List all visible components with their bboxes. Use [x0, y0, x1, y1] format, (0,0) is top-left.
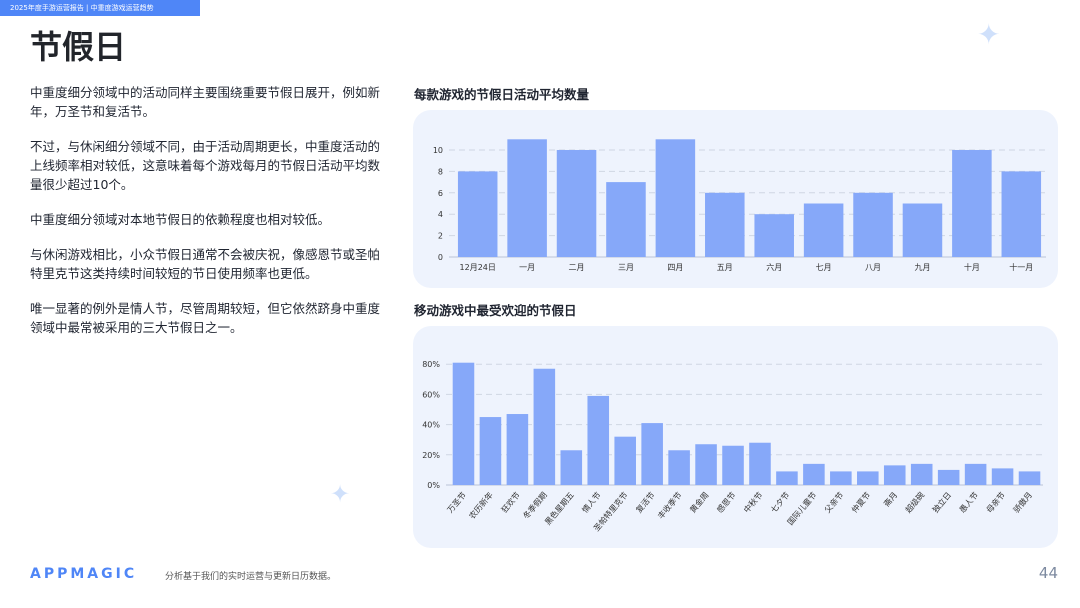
sparkle-icon: ✦: [977, 18, 1001, 51]
bar: [991, 468, 1014, 485]
x-tick-label: 父亲节: [822, 490, 845, 515]
x-tick-label: 骄傲月: [1011, 490, 1034, 515]
bar: [479, 417, 502, 485]
y-tick-label: 10: [433, 146, 443, 155]
bar: [803, 463, 825, 485]
x-tick-label: 感恩节: [714, 490, 737, 515]
x-tick-label: 母亲节: [984, 490, 1007, 515]
bar: [722, 445, 744, 485]
bar: [803, 203, 844, 257]
x-tick-label: 情人节: [580, 490, 603, 515]
bar: [883, 465, 906, 485]
bar: [776, 471, 798, 485]
paragraph: 中重度细分领域中的活动同样主要围绕重要节假日展开，例如新年，万圣节和复活节。: [30, 85, 381, 119]
bar: [754, 214, 794, 257]
monthly-events-chart: 0 2 4 6 8 10 12月24日 一月 二月 三月 四月 五月 六月 七月 八月 九月 十月 十一月: [433, 139, 1046, 272]
x-tick-label: 七月: [816, 263, 832, 272]
bar: [830, 471, 852, 485]
bar: [533, 368, 556, 485]
bar: [857, 471, 879, 485]
x-tick-label: 八月: [865, 263, 881, 272]
x-tick-label: 愚人节: [958, 491, 980, 515]
bar: [655, 139, 696, 257]
chart-title: 移动游戏中最受欢迎的节假日: [414, 303, 577, 318]
x-tick-label: 六月: [766, 262, 782, 272]
x-tick-label: 三月: [618, 263, 634, 272]
body-text: 中重度细分领域中的活动同样主要围绕重要节假日展开，例如新年，万圣节和复活节。 不…: [30, 83, 380, 353]
x-tick-label: 丰收季节: [655, 490, 683, 521]
bar: [1018, 471, 1041, 485]
bar: [506, 414, 529, 485]
paragraph: 中重度细分领域对本地节假日的依赖程度也相对较低。: [30, 212, 331, 227]
bar: [614, 436, 636, 485]
report-banner: 2025年度手游运营报告 | 中重度游戏运营趋势: [0, 0, 200, 16]
x-tick-label: 冬季假期: [521, 490, 549, 521]
x-tick-label: 独立日: [930, 490, 953, 515]
bar: [749, 442, 771, 485]
bar: [910, 463, 933, 485]
bar: [705, 192, 745, 257]
x-tick-label: 五月: [717, 263, 733, 272]
bar: [560, 450, 583, 485]
y-tick-label: 60%: [422, 390, 440, 399]
chart-card-monthly: 0 2 4 6 8 10 12月24日 一月 二月 三月 四月 五月 六月 七月 八月 九月 十月 十一月: [413, 110, 1058, 288]
bar: [556, 150, 597, 257]
x-tick-label: 二月: [569, 263, 585, 272]
appmagic-logo: APPMAGIC: [30, 566, 138, 582]
bar: [902, 203, 943, 257]
x-tick-label: 九月: [914, 263, 930, 272]
y-tick-label: 0%: [427, 481, 440, 490]
bar: [641, 423, 663, 485]
bar: [452, 362, 475, 485]
x-tick-label: 狂欢节: [499, 490, 522, 515]
chart-title: 每款游戏的节假日活动平均数量: [414, 87, 590, 102]
bar: [668, 450, 690, 485]
bar: [964, 463, 987, 485]
x-tick-label: 万圣节: [446, 491, 468, 515]
bar: [937, 469, 960, 485]
bar: [952, 150, 992, 257]
x-tick-label: 四月: [667, 263, 683, 272]
sparkle-icon: ✦: [330, 480, 351, 508]
page-title: 节假日: [30, 28, 127, 66]
x-tick-label: 斋月: [881, 490, 899, 509]
x-tick-label: 复活节: [634, 490, 657, 515]
x-tick-label: 12月24日: [460, 263, 496, 272]
x-tick-label: 中秋节: [741, 490, 764, 515]
x-tick-label: 七夕节: [768, 490, 791, 515]
paragraph: 唯一显著的例外是情人节，尽管周期较短，但它依然跻身中重度领域中最常被采用的三大节…: [30, 301, 381, 335]
y-tick-label: 0: [438, 253, 443, 262]
paragraph: 与休闲游戏相比，小众节假日通常不会被庆祝，像感恩节或圣帕特里克节这类持续时间较短…: [30, 247, 381, 281]
bar: [507, 139, 547, 257]
y-tick-label: 8: [438, 167, 443, 176]
y-tick-label: 4: [438, 210, 443, 219]
bar: [587, 395, 610, 485]
bar: [457, 171, 498, 257]
x-tick-label: 超级碗: [903, 490, 926, 515]
page-number: 44: [1038, 564, 1058, 582]
bar: [853, 192, 893, 257]
y-tick-label: 2: [438, 232, 443, 241]
paragraph: 不过，与休闲细分领域不同，由于活动周期更长，中重度活动的上线频率相对较低，这意味…: [30, 139, 381, 192]
footer-note: 分析基于我们的实时运营与更新日历数据。: [165, 572, 337, 582]
x-tick-label: 黄金周: [688, 490, 711, 515]
bar: [695, 444, 717, 485]
y-tick-label: 80%: [422, 360, 440, 369]
x-tick-label: 农历新年: [467, 490, 495, 521]
chart-card-holidays: 0% 20% 40% 60% 80% 万圣节 农历新年 狂欢节 冬季假期 黑色星期五 情人节 圣帕特里…: [413, 326, 1058, 548]
x-tick-label: 一月: [519, 263, 535, 272]
y-tick-label: 40%: [422, 421, 440, 430]
bar: [606, 182, 646, 257]
y-tick-label: 6: [438, 189, 443, 198]
y-tick-label: 20%: [422, 451, 440, 460]
x-tick-label: 仲夏节: [849, 490, 872, 515]
bar: [1001, 171, 1042, 257]
x-tick-label: 十一月: [1009, 262, 1033, 272]
x-tick-label: 十月: [964, 262, 980, 272]
